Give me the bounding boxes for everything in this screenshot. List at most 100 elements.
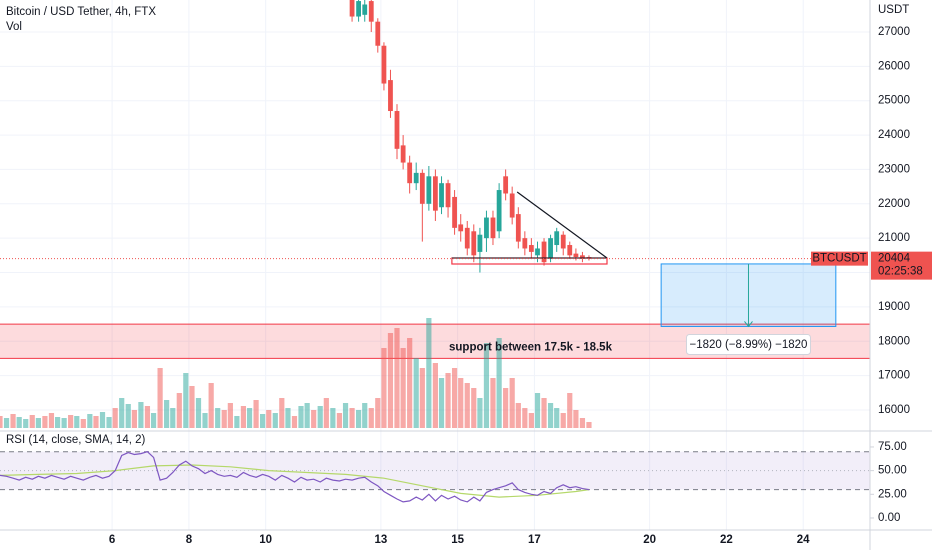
y-tick-label: 25000 [878,95,910,107]
volume-bar [336,413,342,428]
volume-bar [23,419,29,428]
volume-bar [106,417,112,428]
candle-body [541,241,547,263]
volume-bar [29,415,35,428]
support-label: support between 17.5k - 18.5k [449,341,613,353]
y-tick-label: 17000 [878,370,910,382]
volume-bar [183,373,189,428]
volume-bar [311,410,317,428]
candle-body [458,224,464,232]
y-tick-label: 27000 [878,26,910,38]
volume-bar [138,402,144,428]
candle-body [490,217,496,239]
volume-bar [164,400,170,428]
candle-body [503,176,509,194]
volume-bar [304,403,310,428]
y-tick-label: 22000 [878,198,910,210]
volume-bar [438,378,445,428]
volume-bar [317,406,323,428]
volume-bar [464,383,470,428]
candle-body [554,231,560,246]
symbol-tag [811,251,868,266]
volume-bar [80,419,86,428]
overlay: −1820 (−8.99%) −1820 support between 17.5… [449,251,932,355]
rsi-tick-label: 75.00 [878,441,907,453]
volume-bar [119,398,125,428]
symbol-label: BTCUSDT [812,253,866,265]
price-tag [871,251,932,280]
measure-label-box [685,333,811,355]
last-price-label: 20404 [878,253,911,265]
y-tick-label: 24000 [878,129,910,141]
rsi-pane [0,451,870,503]
volume-bar [131,410,137,428]
volume-bar [208,383,214,428]
volume-bar [0,416,3,428]
rsi-tick-label: 25.00 [878,488,907,500]
volume-bar [61,418,67,428]
x-tick-label: 10 [259,534,272,546]
volume-bar [503,388,509,428]
y-tick-label: 21000 [878,232,910,244]
volume-bar [445,373,451,428]
candle-body [400,145,406,163]
volume-bar [471,388,477,428]
volume-bar [342,403,349,428]
volume-bar [496,338,502,428]
volume-bar [586,422,592,428]
volume-label: Vol [6,21,22,33]
y-tick-label: 16000 [878,404,910,416]
candle-body [375,21,381,46]
measure-arrowhead [744,321,753,328]
volume-bar [522,408,528,428]
rsi-band [0,451,870,490]
volume-bar [260,414,266,428]
volume-bar [560,413,566,428]
volume-bar [579,418,586,428]
volume-bar [528,413,534,428]
volume-bar [490,378,496,428]
volume-bar [68,415,74,428]
y-tick-label: 19000 [878,301,910,313]
candle-body [426,176,432,204]
volume-bar [330,408,336,428]
volume-bar [3,418,10,428]
volume-bar [291,416,298,428]
candle-body [560,234,566,249]
volume-bar [272,413,278,428]
candle-body [573,253,579,258]
volume-bar [554,408,560,428]
volume-bar [150,413,157,428]
x-tick-label: 6 [109,534,115,546]
candle-body [452,196,457,228]
volume-bar [266,410,272,428]
volume-bar [285,408,291,428]
candle-body [535,248,540,256]
volume-bar [157,368,163,428]
volume-bar [515,403,521,428]
volume-bar [477,398,483,428]
volume-bar [42,416,48,428]
candle-body [464,227,470,249]
candle-body [515,214,521,242]
volume-bar [400,348,406,428]
candle-body [471,231,477,256]
candle-body [394,111,400,149]
rsi-tick-label: 50.00 [878,465,907,477]
x-tick-label: 15 [451,534,464,546]
volume-bar [170,408,176,428]
candle-body [528,245,534,252]
candle-body [439,183,444,208]
volume-bar [93,416,99,428]
candle-body [381,45,387,84]
volume-bar [541,398,547,428]
y-tick-label: 18000 [878,335,910,347]
rsi-tick-label: 0.00 [878,512,900,524]
y-axis-label: USDT [878,4,909,16]
volume-bar [567,393,573,428]
candle-body [432,176,438,211]
volume-bar [253,400,259,428]
volume-bar [407,338,413,428]
candle-body [580,255,585,259]
